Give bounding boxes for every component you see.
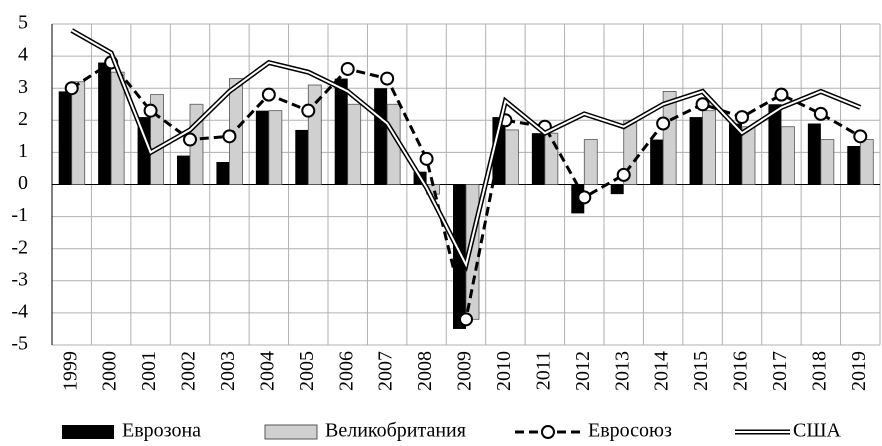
x-tick-label: 2004	[256, 351, 278, 391]
bar	[662, 91, 677, 185]
bar	[255, 110, 269, 185]
x-tick-label: 2015	[690, 351, 712, 391]
x-tick-label: 2017	[769, 351, 791, 391]
bar	[58, 91, 72, 185]
bar	[347, 103, 362, 185]
bar	[295, 129, 309, 185]
line-marker	[301, 103, 316, 118]
legend-swatch	[62, 425, 114, 439]
x-tick-label: 2013	[611, 351, 633, 391]
bar	[98, 62, 112, 185]
y-tick-label: 2	[18, 108, 28, 130]
bar	[820, 139, 835, 185]
bar	[768, 104, 782, 185]
bar	[268, 110, 283, 185]
y-tick-label: -5	[11, 333, 28, 355]
legend-label: Великобритания	[325, 420, 466, 442]
line-series-inner	[71, 29, 861, 268]
bar	[729, 123, 742, 185]
bar	[650, 139, 664, 185]
bar	[583, 139, 598, 185]
bar	[859, 139, 874, 185]
line-marker	[735, 110, 749, 125]
bar	[177, 155, 190, 185]
bar	[216, 162, 230, 185]
x-tick-label: 1999	[59, 351, 81, 391]
line-marker	[261, 87, 276, 102]
bar	[505, 129, 519, 185]
x-tick-label: 2016	[730, 351, 752, 391]
bar	[689, 117, 703, 185]
x-tick-label: 2000	[99, 351, 121, 391]
x-tick-label: 2012	[572, 351, 594, 391]
legend-marker	[541, 425, 555, 439]
line-marker	[459, 312, 473, 327]
x-tick-label: 2008	[414, 351, 436, 391]
line-marker	[143, 103, 158, 118]
line-marker	[577, 190, 592, 205]
line-marker	[774, 87, 789, 102]
bar	[71, 81, 86, 185]
x-tick-label: 2010	[493, 351, 515, 391]
x-tick-label: 2006	[335, 351, 357, 391]
y-tick-label: 0	[18, 172, 28, 194]
bar	[807, 123, 821, 185]
line-marker	[380, 71, 395, 86]
y-tick-label: -3	[11, 268, 28, 290]
y-tick-label: -1	[11, 204, 28, 226]
x-tick-label: 2018	[808, 351, 830, 391]
y-tick-label: -2	[11, 236, 28, 258]
line-marker	[813, 106, 828, 121]
bar	[781, 126, 795, 185]
x-tick-label: 2011	[532, 351, 554, 390]
y-tick-label: 1	[18, 140, 28, 162]
bar	[610, 184, 624, 195]
line-marker	[656, 116, 671, 131]
legend-label: Евросоюз	[588, 420, 672, 442]
x-tick-label: 2005	[296, 351, 318, 391]
y-tick-label: -4	[11, 300, 28, 322]
bar	[741, 126, 756, 185]
bar	[110, 71, 125, 185]
bar	[702, 110, 716, 185]
x-tick-label: 2009	[454, 351, 476, 391]
x-tick-label: 2001	[138, 351, 160, 391]
y-tick-label: 5	[18, 12, 28, 34]
x-tick-label: 2014	[651, 351, 673, 391]
y-tick-label: 4	[18, 44, 28, 66]
bar	[544, 132, 559, 185]
line-marker	[616, 167, 631, 182]
line-marker	[340, 61, 355, 76]
line-marker	[853, 129, 868, 144]
x-tick-label: 2019	[848, 351, 870, 391]
line-marker	[64, 81, 79, 96]
y-tick-label: 3	[18, 76, 28, 98]
line-marker	[222, 129, 237, 144]
line-marker	[183, 132, 197, 147]
x-tick-label: 2002	[178, 351, 200, 391]
legend-swatch	[264, 424, 318, 440]
legend-label: США	[793, 420, 842, 442]
legend-label: Еврозона	[122, 420, 201, 442]
bar	[531, 133, 545, 185]
bar	[334, 78, 348, 185]
line-marker	[419, 151, 434, 166]
x-tick-label: 2003	[217, 351, 239, 391]
bar	[847, 145, 861, 185]
bar	[374, 88, 388, 185]
line-marker	[695, 97, 710, 112]
x-tick-label: 2007	[375, 351, 397, 391]
